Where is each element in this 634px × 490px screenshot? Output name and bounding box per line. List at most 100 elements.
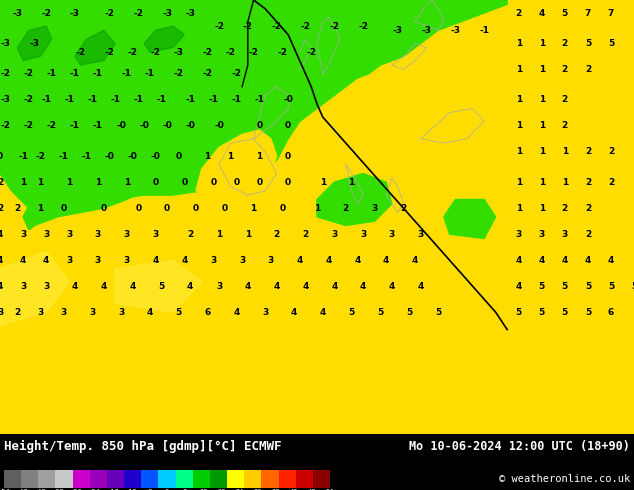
Bar [261,470,278,488]
Text: 2: 2 [14,308,20,317]
Text: 0: 0 [193,204,199,213]
Text: 1: 1 [349,178,354,187]
Text: -0: -0 [105,151,115,161]
Text: 1: 1 [66,178,72,187]
Text: 0: 0 [176,151,182,161]
Text: 5: 5 [562,282,568,291]
Text: -2: -2 [133,8,143,18]
Text: 12: 12 [199,489,207,490]
Text: -2: -2 [24,121,34,130]
Text: 0: 0 [0,151,3,161]
Text: 2: 2 [562,39,568,48]
Text: -2: -2 [301,22,311,30]
Text: 4: 4 [418,282,424,291]
Text: 2: 2 [562,65,568,74]
Text: 4: 4 [152,256,158,265]
Bar [124,470,141,488]
Text: 2: 2 [14,204,20,213]
Text: -1: -1 [479,26,489,35]
Text: 1: 1 [539,39,545,48]
Text: 1: 1 [515,147,522,156]
Text: 3: 3 [418,230,424,239]
Text: 1: 1 [562,178,568,187]
Text: 3: 3 [239,256,245,265]
Text: 0: 0 [181,178,188,187]
Text: -1: -1 [64,95,74,104]
Text: -0: -0 [214,121,224,130]
Text: 3: 3 [95,230,101,239]
Text: 5: 5 [158,282,164,291]
Text: -2: -2 [358,22,368,30]
Text: 2: 2 [343,204,349,213]
Text: 7: 7 [585,8,591,18]
Text: -3: -3 [422,26,432,35]
Text: 4: 4 [146,308,153,317]
Text: 3: 3 [216,282,222,291]
Text: 5: 5 [608,39,614,48]
Text: 4: 4 [101,282,107,291]
Text: 1: 1 [515,178,522,187]
Text: -42: -42 [34,489,46,490]
Text: 1: 1 [124,178,130,187]
Text: 4: 4 [129,282,136,291]
Text: 0: 0 [285,178,291,187]
Text: -1: -1 [208,95,218,104]
Text: 1: 1 [216,230,222,239]
Bar [227,470,244,488]
Text: 3: 3 [118,308,124,317]
Text: -1: -1 [41,95,51,104]
Text: 4: 4 [0,230,3,239]
Text: -2: -2 [151,48,160,56]
Text: -3: -3 [1,95,11,104]
Polygon shape [0,251,69,325]
Text: 4: 4 [331,282,337,291]
Text: 1: 1 [515,95,522,104]
Text: 2: 2 [400,204,406,213]
Text: 4: 4 [273,282,280,291]
Text: 1: 1 [515,65,522,74]
Text: -2: -2 [24,95,34,104]
Text: 1: 1 [228,151,234,161]
Text: -2: -2 [231,69,242,78]
Text: 42: 42 [290,489,298,490]
Text: -1: -1 [122,69,132,78]
Text: 3: 3 [268,256,274,265]
Text: 3: 3 [0,308,3,317]
Text: -1: -1 [110,95,120,104]
Text: 4: 4 [0,282,3,291]
Text: 4: 4 [539,256,545,265]
Text: -2: -2 [278,48,287,56]
Bar [90,470,107,488]
Text: 3: 3 [262,308,268,317]
Text: -30: -30 [70,489,83,490]
Text: 30: 30 [254,489,262,490]
Text: 3: 3 [562,230,568,239]
Text: -3: -3 [392,26,403,35]
Text: -54: -54 [0,489,10,490]
Text: 4: 4 [412,256,418,265]
Text: -3: -3 [70,8,80,18]
Text: -2: -2 [202,48,212,56]
Text: 1: 1 [539,178,545,187]
Bar [193,470,210,488]
Text: 24: 24 [235,489,243,490]
Text: -2: -2 [226,48,236,56]
Bar [55,470,73,488]
Text: 3: 3 [20,230,26,239]
Text: 5: 5 [585,282,591,291]
Text: 4: 4 [72,282,78,291]
Text: -0: -0 [283,95,293,104]
Text: 0: 0 [280,204,285,213]
Text: 4: 4 [360,282,366,291]
Text: 0: 0 [285,121,291,130]
Bar [38,470,55,488]
Text: 3: 3 [360,230,366,239]
Text: 0: 0 [210,178,216,187]
Text: 5: 5 [562,8,568,18]
Text: 6: 6 [608,308,614,317]
Bar [313,470,330,488]
Text: -1: -1 [93,69,103,78]
Text: -8: -8 [145,489,153,490]
Text: -0: -0 [116,121,126,130]
Text: -2: -2 [306,48,316,56]
